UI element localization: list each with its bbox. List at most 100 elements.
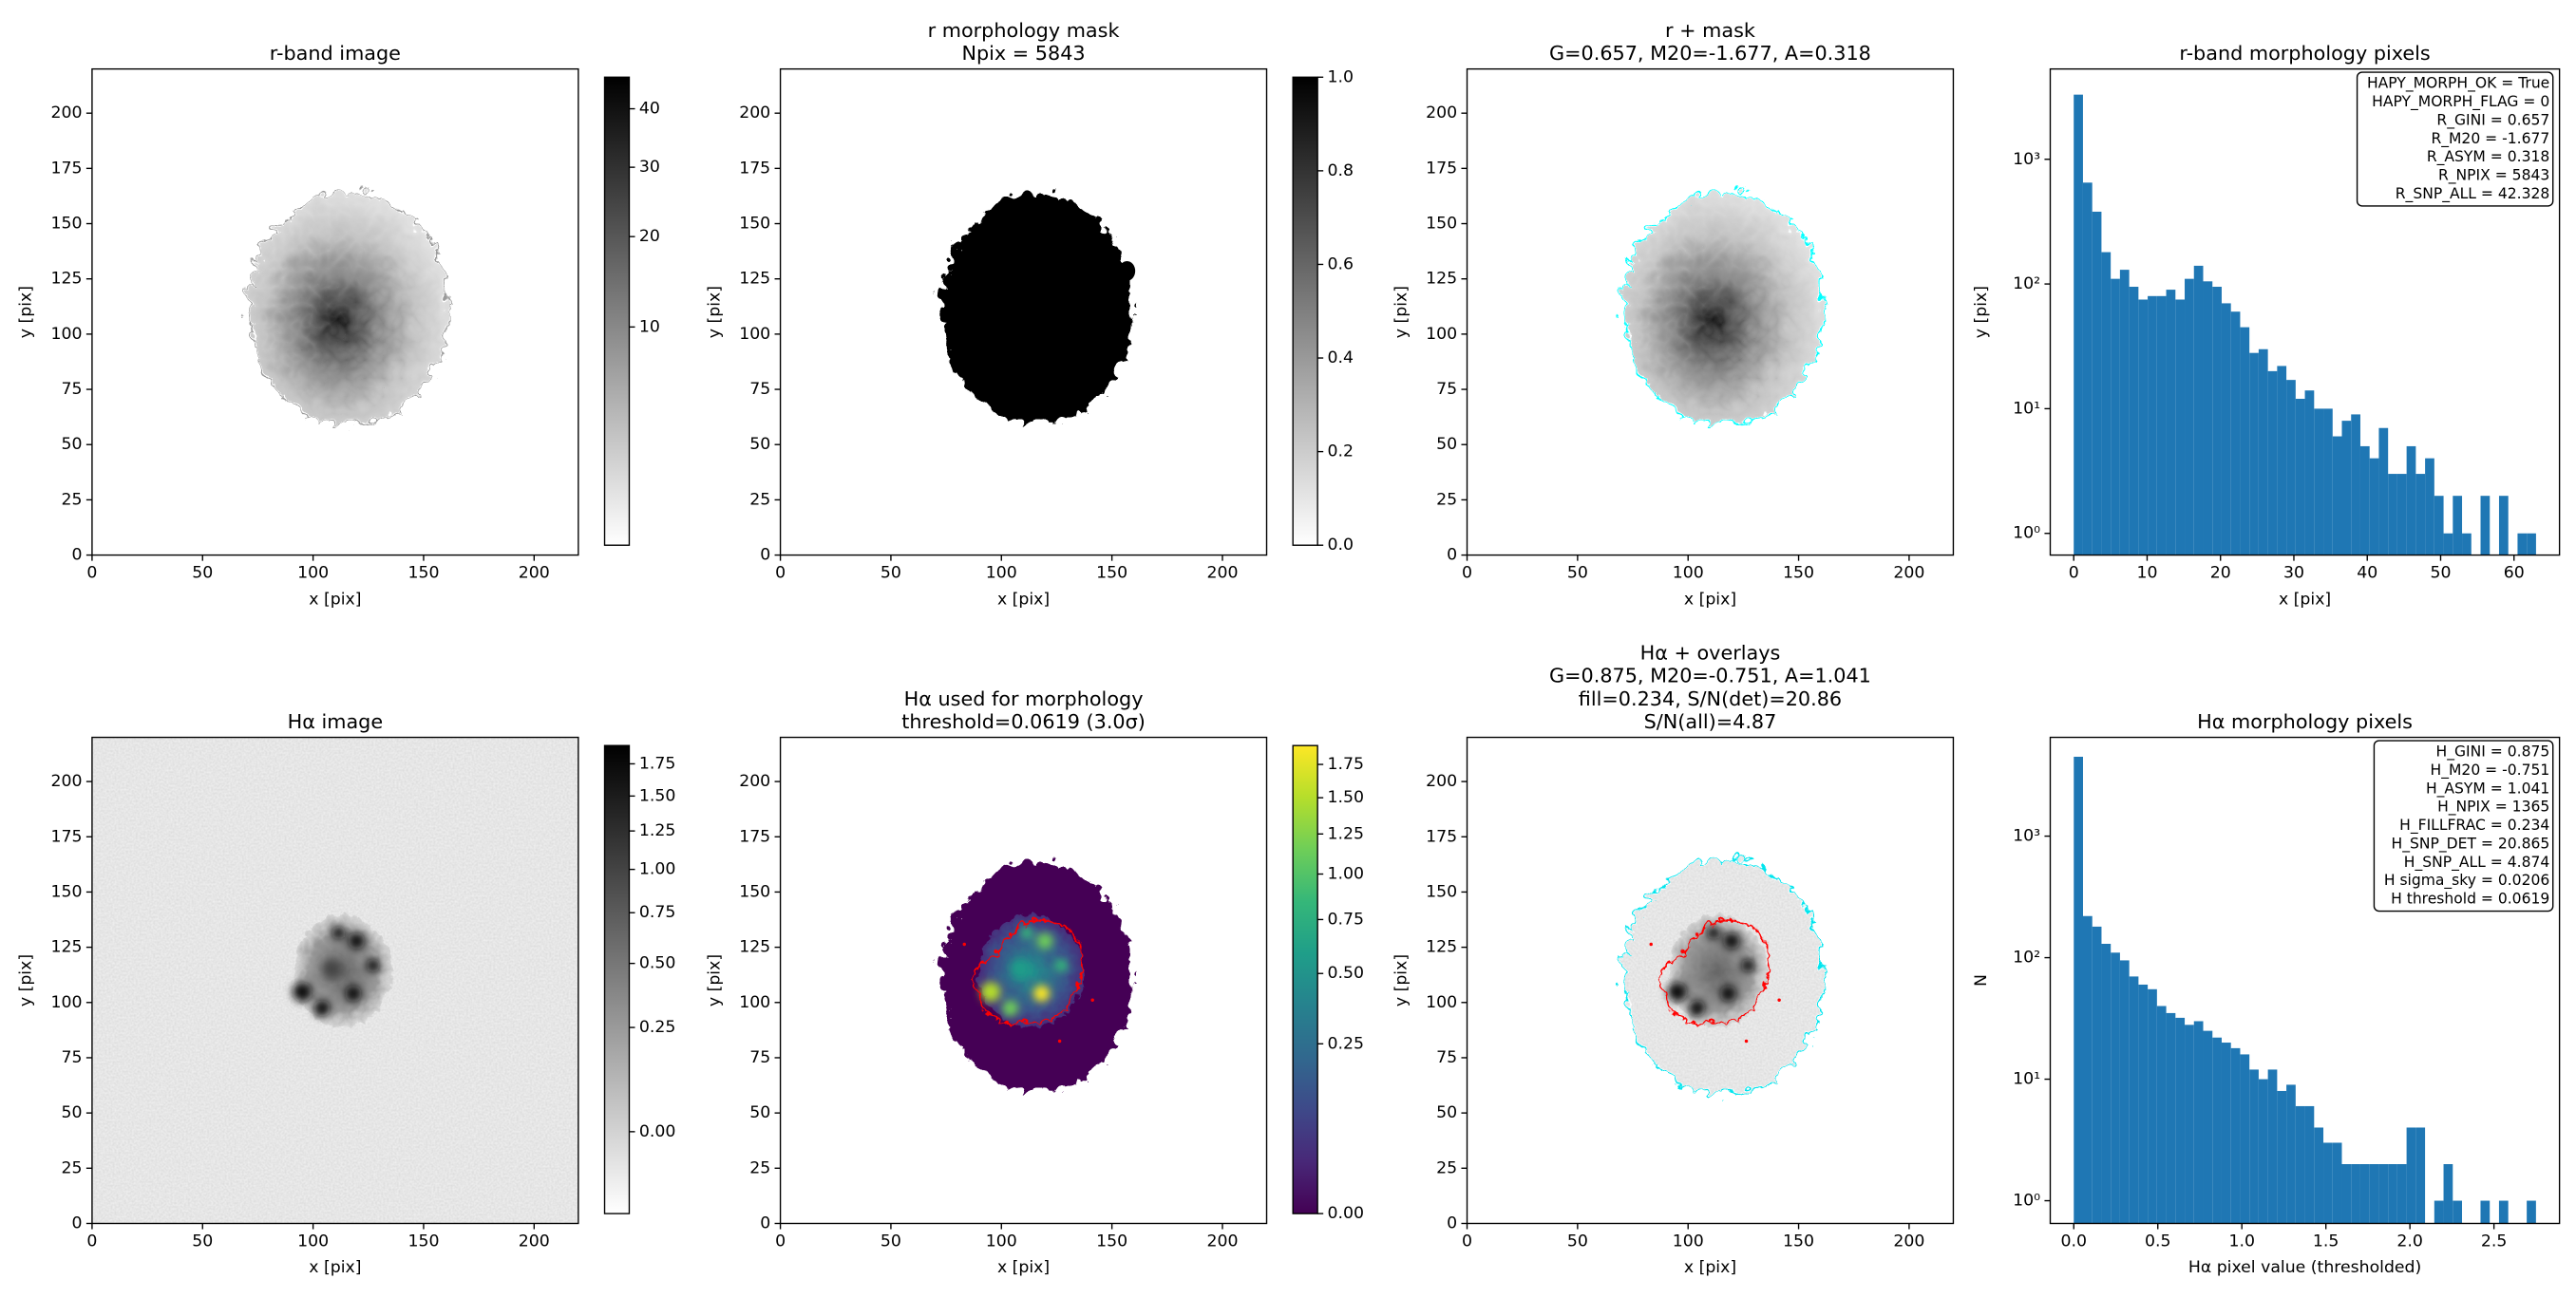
panel-title: Npix = 5843 [961,42,1085,65]
dot [1090,998,1094,1002]
bar [2092,926,2102,1224]
bar [2443,533,2453,555]
y-axis-label: y [pix] [705,286,724,338]
bar [2129,976,2139,1224]
bar [2156,295,2167,555]
threshold-contour [1657,916,1768,1023]
x-tick-label: 100 [297,564,329,583]
bar [2304,1105,2315,1224]
x-tick-label: 0 [86,564,97,583]
y-tick-label: 125 [51,938,83,957]
x-tick-label: 0 [86,1232,97,1251]
x-tick-label: 50 [2430,564,2451,583]
mask-contour [1617,853,1820,1092]
x-tick-label: 100 [986,1232,1017,1251]
contour-dots [1649,942,1781,1044]
y-tick-label: 10⁰ [2013,524,2040,543]
image-art [1617,186,1820,422]
x-tick-label: 50 [1567,1232,1588,1251]
y-tick-label: 0 [72,1213,83,1232]
annotation-line: H threshold = 0.0619 [2391,891,2549,908]
bar [2203,281,2213,555]
y-axis-label: y [pix] [17,286,36,338]
panel-title: r morphology mask [928,19,1120,42]
axes-frame [2049,67,2561,556]
colorbar-tick-label: 1.75 [639,754,675,773]
colorbar-tick-label: 1.0 [1328,67,1354,86]
bar [2396,1164,2407,1224]
colorbar [603,744,631,1214]
bar [2175,1017,2186,1224]
galaxy [1619,188,1817,420]
colorbar-tick-label: 10 [639,317,660,336]
colorbar-tick-label: 1.50 [1328,788,1364,807]
bar [2388,1164,2397,1224]
annotation-line: R_ASYM = 0.318 [2427,148,2549,166]
x-axis-label: x [pix] [1684,1258,1736,1277]
y-tick-label: 200 [739,103,770,122]
annotation-line: H_GINI = 0.875 [2436,743,2550,762]
bar [2378,1164,2389,1224]
mask-blob [1118,260,1136,281]
knot [287,255,301,270]
annotation-line: R_NPIX = 5843 [2438,167,2549,185]
y-tick-label: 50 [1436,1103,1457,1122]
bar [2480,1200,2491,1224]
bar [2351,414,2360,555]
y-tick-label: 10³ [2013,827,2040,846]
x-axis-label: x [pix] [2279,590,2331,609]
y-tick-label: 100 [1426,993,1457,1012]
annotation-line: HAPY_MORPH_OK = True [2367,75,2549,93]
knot [1054,959,1069,972]
x-tick-label: 0 [1462,1232,1472,1251]
colorbar [1292,744,1318,1214]
bar [2221,303,2231,555]
mask-blob [936,188,1127,420]
colorbar-tick-label: 0.4 [1328,348,1354,367]
bar [2434,496,2444,555]
knot [1741,959,1755,972]
bar [2277,1090,2287,1224]
panel-title: Hα morphology pixels [2197,710,2413,733]
dot [1744,1039,1749,1044]
bar [2434,1200,2444,1224]
y-tick-label: 175 [739,827,770,846]
y-tick-label: 75 [1436,1048,1457,1067]
y-axis-label: y [pix] [17,954,36,1006]
y-tick-label: 10² [2013,949,2040,968]
y-tick-label: 175 [51,159,83,178]
bar [2295,1105,2305,1224]
x-tick-label: 150 [1783,564,1814,583]
bar [2203,1030,2213,1224]
x-axis-label: x [pix] [309,1258,361,1277]
knot [1667,982,1688,1002]
y-tick-label: 150 [739,882,770,901]
bar [2341,421,2352,555]
y-tick-label: 175 [739,159,770,178]
y-axis-label: N [1972,974,1991,987]
x-tick-label: 20 [2210,564,2231,583]
axes-frame [779,736,1268,1225]
bar [2396,474,2407,555]
bar [2498,496,2509,555]
colorbar-tick-label: 1.75 [1328,755,1364,774]
colorbar-tick-label: 0.75 [639,903,675,922]
knot [348,932,366,950]
galaxy [244,188,443,420]
bar [2443,1164,2453,1224]
y-tick-label: 100 [739,325,770,344]
bar [2082,915,2093,1224]
mask-contour [1617,186,1820,422]
y-tick-label: 75 [62,1048,83,1067]
bar [2286,380,2296,555]
knots [292,926,380,1017]
x-tick-label: 0 [1462,564,1472,583]
bar [2092,211,2102,555]
bar [2185,1025,2194,1224]
bar [2258,348,2268,555]
dot [1057,1039,1062,1044]
annotation-line: HAPY_MORPH_FLAG = 0 [2372,93,2549,111]
y-tick-label: 125 [739,938,770,957]
y-tick-label: 25 [749,490,770,509]
